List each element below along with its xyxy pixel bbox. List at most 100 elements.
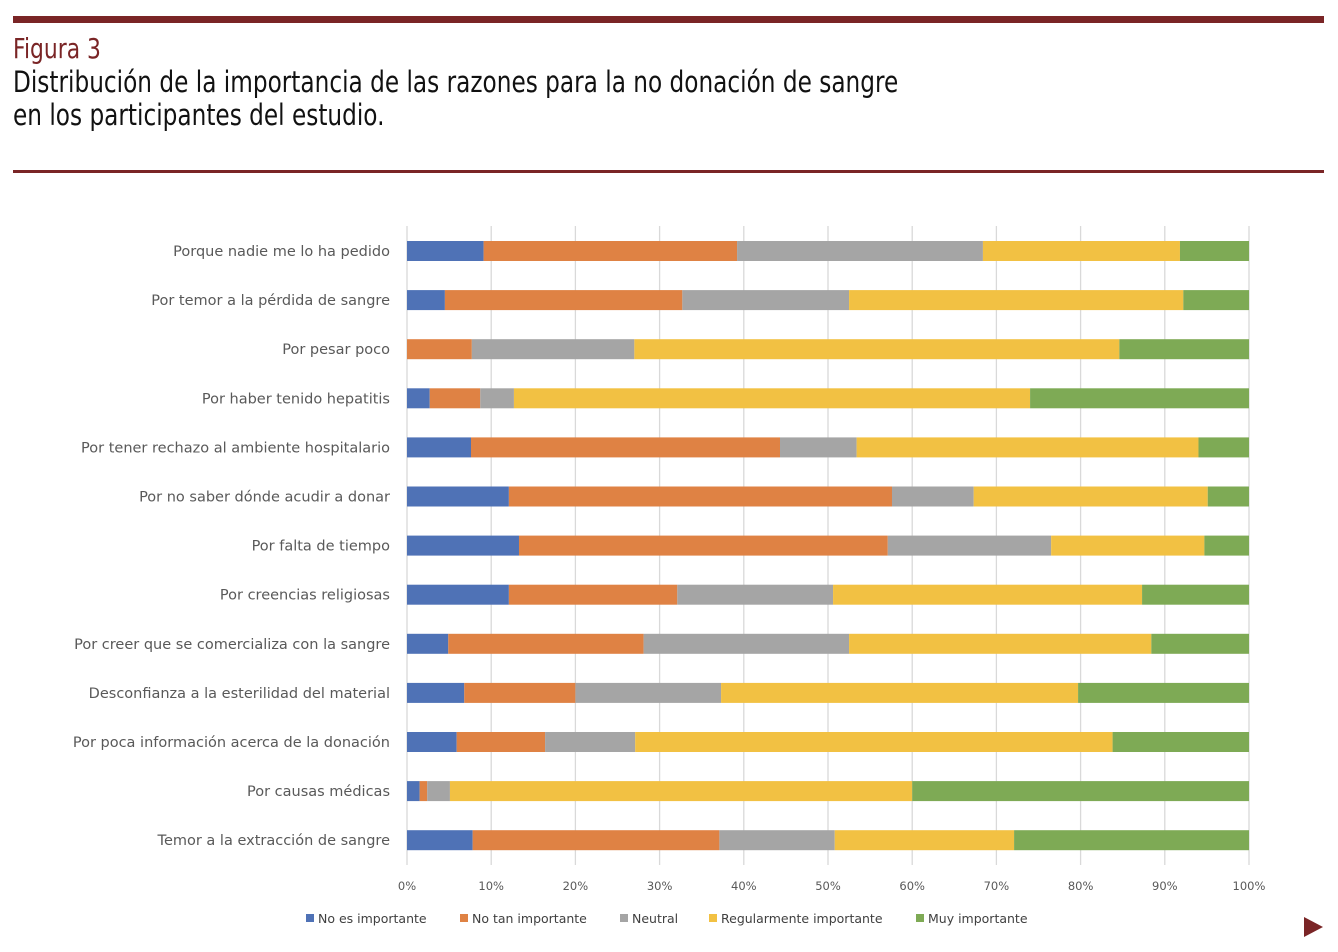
- bar-segment-no-tan-importante: [464, 682, 576, 703]
- legend-swatch: [460, 914, 468, 922]
- bar-segment-no-tan-importante: [518, 535, 888, 556]
- bar-segment-no-tan-importante: [419, 781, 428, 802]
- bar-segment-muy-importante: [1179, 241, 1249, 261]
- bar-segment-no-es-importante: [407, 437, 471, 458]
- bar-segment-no-es-importante: [407, 682, 465, 703]
- category-labels: Porque nadie me lo ha pedido Por temor a …: [73, 244, 390, 849]
- bar-segment-regularmente-importante: [634, 339, 1120, 360]
- legend-label: Neutral: [632, 911, 678, 926]
- bar-row: [407, 682, 1249, 703]
- x-tick-label: 80%: [1068, 879, 1094, 893]
- bar-segment-no-tan-importante: [456, 732, 546, 752]
- next-page-arrow-icon[interactable]: [1304, 917, 1323, 937]
- bars: [407, 241, 1249, 851]
- bar-row: [407, 486, 1249, 507]
- x-tick-label: 70%: [984, 879, 1010, 893]
- bar-segment-neutral: [887, 535, 1052, 556]
- bar-segment-no-tan-importante: [508, 584, 678, 605]
- bar-segment-regularmente-importante: [721, 682, 1079, 703]
- bar-segment-muy-importante: [1183, 290, 1249, 311]
- bar-segment-muy-importante: [1142, 584, 1249, 605]
- bar-segment-regularmente-importante: [833, 584, 1143, 605]
- legend-swatch: [306, 914, 314, 922]
- header-rule-top: [13, 16, 1324, 23]
- bar-segment-muy-importante: [1151, 633, 1249, 654]
- category-label: Temor a la extracción de sangre: [157, 833, 391, 849]
- x-tick-label: 10%: [478, 879, 504, 893]
- legend-swatch: [620, 914, 628, 922]
- bar-segment-no-es-importante: [407, 781, 420, 802]
- bar-segment-no-tan-importante: [448, 633, 644, 654]
- legend-item: Neutral: [620, 911, 678, 926]
- bar-segment-regularmente-importante: [635, 732, 1113, 752]
- bar-segment-no-es-importante: [407, 388, 430, 409]
- bar-segment-muy-importante: [1119, 339, 1249, 360]
- legend-item: Regularmente importante: [709, 911, 883, 926]
- bar-segment-neutral: [471, 339, 635, 360]
- bar-segment-no-tan-importante: [407, 339, 472, 360]
- category-label: Por tener rechazo al ambiente hospitalar…: [81, 440, 390, 456]
- bar-segment-neutral: [480, 388, 514, 409]
- legend-label: Muy importante: [928, 911, 1028, 926]
- bar-segment-neutral: [427, 781, 450, 802]
- legend-label: Regularmente importante: [721, 911, 883, 926]
- figure-label: Figura 3: [13, 32, 101, 65]
- legend-swatch: [916, 914, 924, 922]
- category-label: Por no saber dónde acudir a donar: [139, 490, 390, 506]
- bar-segment-regularmente-importante: [513, 388, 1031, 409]
- bar-segment-muy-importante: [1207, 486, 1249, 507]
- bar-segment-neutral: [545, 732, 636, 752]
- bar-segment-no-tan-importante: [429, 388, 481, 409]
- bar-segment-no-tan-importante: [472, 830, 720, 851]
- bar-segment-no-es-importante: [407, 241, 484, 261]
- category-label: Por poca información acerca de la donaci…: [73, 735, 390, 751]
- legend-item: No tan importante: [460, 911, 587, 926]
- figure-title-line-1: Distribución de la importancia de las ra…: [13, 65, 899, 99]
- bar-segment-no-tan-importante: [470, 437, 781, 458]
- bar-segment-muy-importante: [1030, 388, 1249, 409]
- bar-row: [407, 584, 1249, 605]
- bar-segment-muy-importante: [912, 781, 1249, 802]
- bar-segment-regularmente-importante: [973, 486, 1208, 507]
- legend-swatch: [709, 914, 717, 922]
- x-tick-label: 20%: [563, 879, 589, 893]
- bar-segment-no-es-importante: [407, 290, 445, 311]
- bar-segment-neutral: [677, 584, 834, 605]
- bar-segment-no-es-importante: [407, 830, 473, 851]
- bar-segment-neutral: [780, 437, 857, 458]
- bar-segment-regularmente-importante: [834, 830, 1015, 851]
- category-label: Por temor a la pérdida de sangre: [151, 293, 390, 309]
- bar-segment-regularmente-importante: [856, 437, 1199, 458]
- bar-row: [407, 535, 1249, 556]
- bar-segment-muy-importante: [1078, 682, 1249, 703]
- bar-segment-no-es-importante: [407, 584, 509, 605]
- x-axis-tick-labels: 0% 10% 20% 30% 40% 50% 60% 70% 80% 90% 100%: [398, 879, 1266, 893]
- legend-item: No es importante: [306, 911, 427, 926]
- x-tick-label: 100%: [1233, 879, 1266, 893]
- category-label: Por pesar poco: [282, 342, 390, 358]
- bar-segment-no-es-importante: [407, 633, 449, 654]
- x-tick-label: 40%: [731, 879, 757, 893]
- bar-segment-no-tan-importante: [508, 486, 892, 507]
- bar-segment-regularmente-importante: [849, 290, 1184, 311]
- bar-segment-muy-importante: [1014, 830, 1249, 851]
- legend-label: No tan importante: [472, 911, 587, 926]
- x-tick-label: 90%: [1152, 879, 1178, 893]
- bar-row: [407, 830, 1249, 851]
- header-rule-bottom: [13, 170, 1324, 173]
- bar-segment-muy-importante: [1204, 535, 1249, 556]
- category-label: Desconfianza a la esterilidad del materi…: [89, 686, 390, 702]
- bar-segment-regularmente-importante: [849, 633, 1152, 654]
- bar-segment-no-tan-importante: [444, 290, 683, 311]
- bar-segment-no-es-importante: [407, 535, 519, 556]
- bar-segment-neutral: [719, 830, 835, 851]
- figure-title: Distribución de la importancia de las ra…: [13, 66, 898, 132]
- bar-segment-no-tan-importante: [483, 241, 738, 261]
- legend: No es importante No tan importante Neutral…: [306, 911, 1028, 926]
- legend-label: No es importante: [318, 911, 427, 926]
- category-label: Porque nadie me lo ha pedido: [173, 244, 390, 260]
- bar-row: [407, 732, 1249, 752]
- x-tick-label: 60%: [899, 879, 925, 893]
- x-tick-label: 50%: [815, 879, 841, 893]
